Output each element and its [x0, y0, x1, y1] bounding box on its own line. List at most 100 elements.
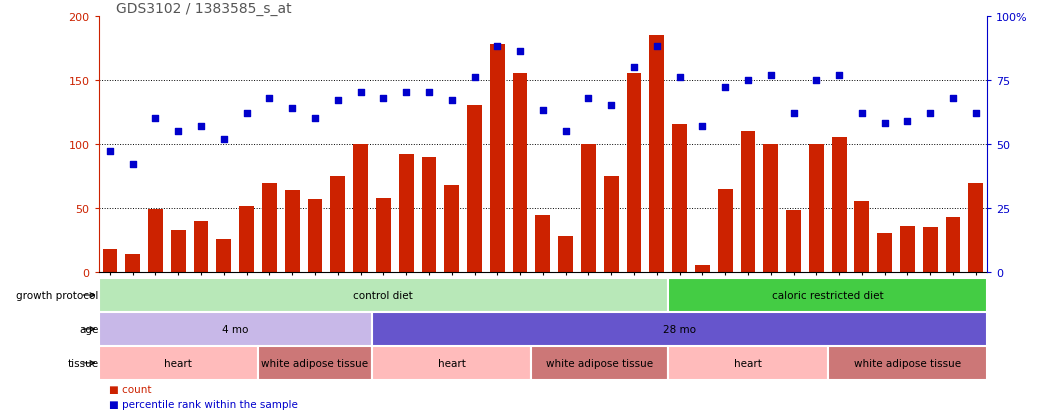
Point	[580, 95, 596, 102]
Text: white adipose tissue: white adipose tissue	[546, 358, 653, 368]
Point	[808, 77, 824, 84]
Point	[489, 44, 506, 50]
Point	[170, 128, 187, 135]
Text: 28 mo: 28 mo	[663, 324, 696, 334]
Point	[717, 85, 733, 91]
Point	[739, 77, 756, 84]
Point	[398, 90, 415, 97]
Point	[193, 123, 209, 130]
Bar	[535, 216, 551, 272]
Bar	[217, 239, 231, 272]
Bar	[171, 230, 186, 272]
Bar	[532, 346, 668, 380]
Bar	[240, 207, 254, 272]
Point	[602, 103, 619, 109]
Point	[444, 97, 460, 104]
Text: ■ percentile rank within the sample: ■ percentile rank within the sample	[109, 399, 298, 409]
Bar	[308, 199, 323, 272]
Bar	[695, 266, 709, 272]
Bar	[786, 211, 801, 272]
Point	[853, 110, 870, 117]
Point	[284, 105, 301, 112]
Point	[648, 44, 665, 50]
Point	[375, 95, 392, 102]
Text: heart: heart	[734, 358, 762, 368]
Bar	[558, 236, 573, 272]
Point	[102, 149, 118, 155]
Bar	[194, 221, 208, 272]
Bar	[512, 74, 528, 272]
Bar	[372, 312, 987, 346]
Text: caloric restricted diet: caloric restricted diet	[772, 290, 884, 300]
Point	[261, 95, 278, 102]
Point	[124, 161, 141, 168]
Bar	[828, 346, 987, 380]
Text: growth protocol: growth protocol	[17, 290, 99, 300]
Point	[762, 72, 779, 78]
Point	[876, 121, 893, 127]
Text: GDS3102 / 1383585_s_at: GDS3102 / 1383585_s_at	[116, 2, 291, 16]
Bar	[489, 45, 505, 272]
Bar	[399, 154, 414, 272]
Point	[785, 110, 802, 117]
Bar	[923, 228, 937, 272]
Bar	[372, 346, 532, 380]
Bar	[354, 145, 368, 272]
Bar	[668, 346, 828, 380]
Point	[671, 75, 688, 81]
Text: heart: heart	[438, 358, 466, 368]
Bar	[99, 278, 668, 312]
Bar	[668, 278, 987, 312]
Bar	[649, 36, 665, 272]
Point	[330, 97, 346, 104]
Bar	[125, 254, 140, 272]
Bar	[832, 138, 846, 272]
Bar	[946, 217, 960, 272]
Bar	[103, 249, 117, 272]
Point	[945, 95, 961, 102]
Point	[968, 110, 984, 117]
Point	[353, 90, 369, 97]
Point	[307, 116, 324, 122]
Bar	[99, 346, 258, 380]
Bar	[626, 74, 642, 272]
Bar	[877, 234, 892, 272]
Point	[467, 75, 483, 81]
Text: white adipose tissue: white adipose tissue	[261, 358, 368, 368]
Point	[831, 72, 847, 78]
Bar	[740, 132, 755, 272]
Bar	[581, 145, 596, 272]
Text: control diet: control diet	[354, 290, 413, 300]
Text: ■ count: ■ count	[109, 384, 151, 394]
Bar	[99, 312, 372, 346]
Bar	[900, 226, 915, 272]
Bar	[421, 157, 437, 272]
Bar	[854, 202, 869, 272]
Bar	[262, 184, 277, 272]
Bar	[672, 125, 686, 272]
Point	[147, 116, 164, 122]
Point	[421, 90, 438, 97]
Text: 4 mo: 4 mo	[222, 324, 249, 334]
Bar	[604, 176, 619, 272]
Text: age: age	[79, 324, 99, 334]
Point	[625, 64, 642, 71]
Bar	[331, 176, 345, 272]
Bar	[718, 189, 732, 272]
Bar	[809, 145, 823, 272]
Bar	[148, 209, 163, 272]
Text: tissue: tissue	[67, 358, 99, 368]
Bar	[467, 106, 482, 272]
Point	[239, 110, 255, 117]
Text: white adipose tissue: white adipose tissue	[853, 358, 961, 368]
Text: heart: heart	[164, 358, 192, 368]
Bar	[763, 145, 778, 272]
Point	[512, 49, 529, 56]
Point	[557, 128, 573, 135]
Point	[535, 108, 552, 114]
Bar	[376, 198, 391, 272]
Point	[899, 118, 916, 125]
Bar	[258, 346, 372, 380]
Bar	[285, 190, 300, 272]
Bar	[969, 184, 983, 272]
